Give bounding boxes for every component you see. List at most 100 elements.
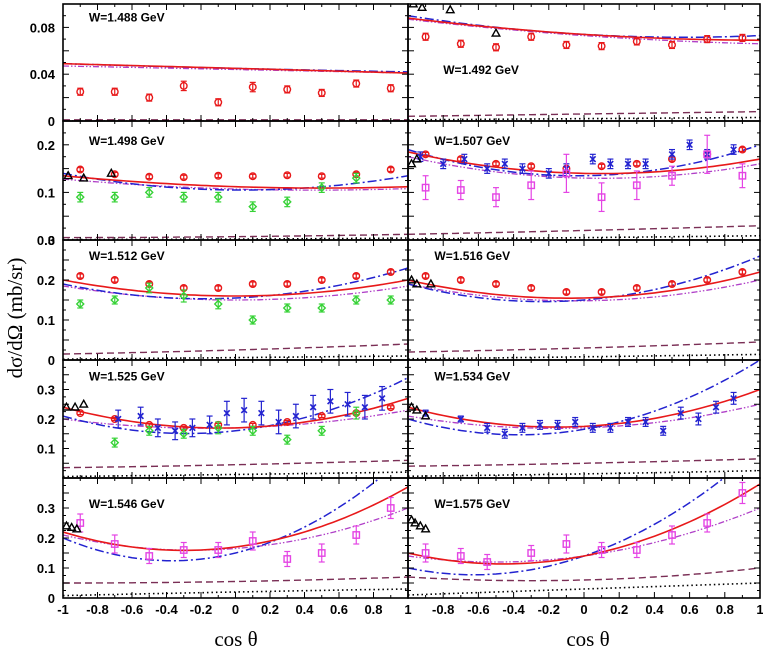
- panel-energy-label: W=1.546 GeV: [89, 497, 165, 511]
- data-point-red: [632, 284, 641, 293]
- data-point-red: [562, 288, 571, 297]
- data-point-black: [66, 522, 77, 531]
- data-point-green: [144, 425, 154, 436]
- data-point-red: [317, 412, 326, 421]
- data-point-red: [76, 272, 85, 281]
- data-point-red: [492, 159, 501, 168]
- data-point-blue: [668, 148, 676, 160]
- data-point-magenta: [352, 525, 361, 545]
- x-tick-label: 0: [232, 602, 239, 617]
- curve-blue: [63, 377, 408, 435]
- data-point-green: [282, 434, 292, 445]
- data-point-red: [283, 280, 292, 289]
- panel-1.534: W=1.534 GeV: [407, 359, 761, 479]
- curve-purple: [63, 285, 408, 301]
- curve-purple: [63, 507, 408, 551]
- data-point-blue: [439, 158, 447, 170]
- data-point-magenta: [668, 525, 676, 545]
- data-point-red: [283, 171, 292, 180]
- y-tick-label: 0.1: [37, 442, 55, 457]
- data-point-red: [283, 85, 292, 94]
- data-point-black: [78, 172, 89, 182]
- data-point-red: [145, 172, 154, 181]
- curve-red: [63, 486, 408, 552]
- panel-1.507: W=1.507 GeV: [407, 120, 761, 241]
- data-point-black: [71, 523, 82, 533]
- data-point-blue: [712, 400, 720, 414]
- y-tick-label: 0: [48, 233, 55, 248]
- data-point-black: [63, 401, 72, 411]
- data-point-magenta: [597, 182, 606, 213]
- data-point-blue: [607, 422, 614, 433]
- panel-energy-label: W=1.512 GeV: [89, 249, 165, 263]
- curve-maroon: [408, 567, 760, 582]
- data-point-magenta: [562, 534, 571, 554]
- x-tick-label: -0.2: [190, 602, 212, 617]
- data-point-magenta: [562, 153, 571, 193]
- data-point-red: [492, 43, 501, 52]
- data-point-magenta: [145, 547, 154, 565]
- data-point-red: [214, 98, 223, 107]
- data-point-blue: [519, 422, 526, 433]
- x-tick-labels: -1 -0.8 -0.6 -0.4 -0.2 0 0.2 0.4 0.6 0.8 1 -0.8 -0.6…: [57, 602, 763, 617]
- y-tick-label: 0.1: [37, 313, 55, 328]
- data-point-blue: [114, 409, 122, 429]
- panel-plot-area: [63, 267, 408, 360]
- data-point-green: [351, 406, 361, 420]
- data-point-blue: [589, 153, 597, 165]
- curve-blue: [408, 255, 760, 303]
- data-point-black: [411, 404, 422, 414]
- curve-red: [63, 174, 408, 189]
- data-point-green: [282, 303, 292, 313]
- y-tick-label: 0.2: [37, 138, 55, 153]
- data-point-blue: [642, 158, 649, 170]
- y-tick-label: 0: [48, 591, 55, 606]
- y-tick-label: 0: [48, 353, 55, 368]
- y-tick-labels: 00.040.0800.10.200.10.20.30.10.20.300.10…: [30, 20, 56, 606]
- data-point-red: [179, 80, 188, 92]
- panel-energy-label: W=1.516 GeV: [434, 249, 510, 263]
- data-point-black: [410, 517, 421, 527]
- data-point-blue: [327, 388, 334, 414]
- data-point-blue: [730, 391, 737, 405]
- data-point-magenta: [283, 550, 292, 568]
- y-tick-label: 0.3: [37, 233, 55, 248]
- data-point-blue: [258, 400, 265, 426]
- panel-energy-label: W=1.492 GeV: [443, 63, 519, 77]
- data-point-blue: [624, 158, 632, 170]
- data-point-blue: [589, 422, 597, 433]
- data-point-green: [317, 182, 327, 193]
- panel-energy-label: W=1.507 GeV: [434, 134, 510, 148]
- data-point-magenta: [668, 165, 676, 186]
- data-point-magenta: [703, 513, 712, 533]
- curve-maroon: [408, 341, 760, 353]
- data-point-green: [351, 295, 361, 305]
- y-tick-label: 0.04: [30, 67, 56, 82]
- data-point-red: [386, 84, 395, 93]
- data-point-red: [597, 42, 606, 51]
- curve-red: [63, 62, 408, 74]
- data-point-red: [456, 276, 465, 285]
- data-point-red: [386, 268, 395, 277]
- curve-blue: [408, 360, 760, 436]
- x-tick-label: 0.4: [295, 602, 314, 617]
- data-point-magenta: [421, 175, 430, 201]
- x-tick-label: -0.4: [502, 602, 525, 617]
- data-point-red: [632, 159, 641, 168]
- curve-black: [408, 582, 760, 596]
- data-point-black: [417, 4, 428, 12]
- data-point-green: [110, 437, 120, 448]
- data-point-blue: [624, 416, 632, 427]
- data-point-green: [248, 425, 258, 436]
- data-point-magenta: [179, 541, 188, 559]
- data-point-green: [213, 298, 223, 310]
- panel-plot-area: [408, 134, 760, 240]
- data-point-green: [179, 191, 189, 203]
- data-point-magenta: [456, 179, 465, 201]
- data-point-black: [70, 401, 81, 411]
- data-point-red: [703, 34, 712, 44]
- data-point-red: [421, 272, 430, 281]
- curve-maroon: [408, 458, 760, 467]
- data-point-blue: [137, 406, 144, 426]
